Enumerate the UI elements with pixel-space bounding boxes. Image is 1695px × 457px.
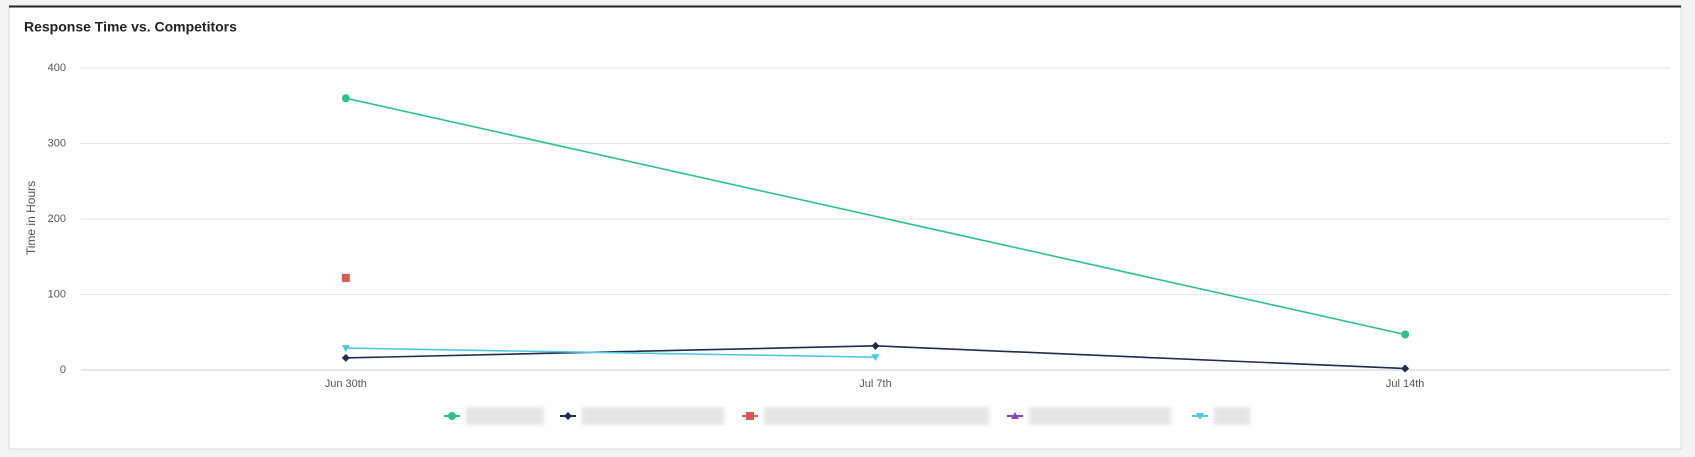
legend-redacted xyxy=(1214,407,1250,425)
y-tick-label: 400 xyxy=(48,62,66,74)
y-tick-label: 300 xyxy=(48,137,66,149)
legend-redacted xyxy=(466,407,544,425)
data-point xyxy=(1401,364,1410,373)
data-point xyxy=(1401,330,1410,339)
legend-marker xyxy=(448,412,456,420)
legend-marker xyxy=(1196,413,1204,420)
x-tick-label: Jul 7th xyxy=(859,378,891,390)
data-point xyxy=(871,354,880,362)
data-point xyxy=(341,345,350,353)
x-tick-label: Jun 30th xyxy=(325,378,367,390)
legend-marker xyxy=(564,412,572,420)
data-point xyxy=(341,94,350,103)
legend-redacted xyxy=(582,407,724,425)
data-point xyxy=(871,341,880,350)
card xyxy=(8,5,1682,450)
legend-marker xyxy=(1011,412,1019,419)
legend-marker xyxy=(746,412,754,420)
series-line xyxy=(345,347,876,358)
y-tick-label: 0 xyxy=(60,364,66,376)
chart-title: Response Time vs. Competitors xyxy=(24,19,237,35)
y-tick-label: 200 xyxy=(48,213,66,225)
legend-redacted xyxy=(1029,407,1171,425)
data-point xyxy=(341,353,350,362)
data-point xyxy=(341,273,350,282)
y-tick-label: 100 xyxy=(48,288,66,300)
legend-redacted xyxy=(764,407,989,425)
series-line xyxy=(345,97,1406,336)
y-axis-label: Time in Hours xyxy=(24,181,38,255)
x-tick-label: Jul 14th xyxy=(1386,378,1425,390)
